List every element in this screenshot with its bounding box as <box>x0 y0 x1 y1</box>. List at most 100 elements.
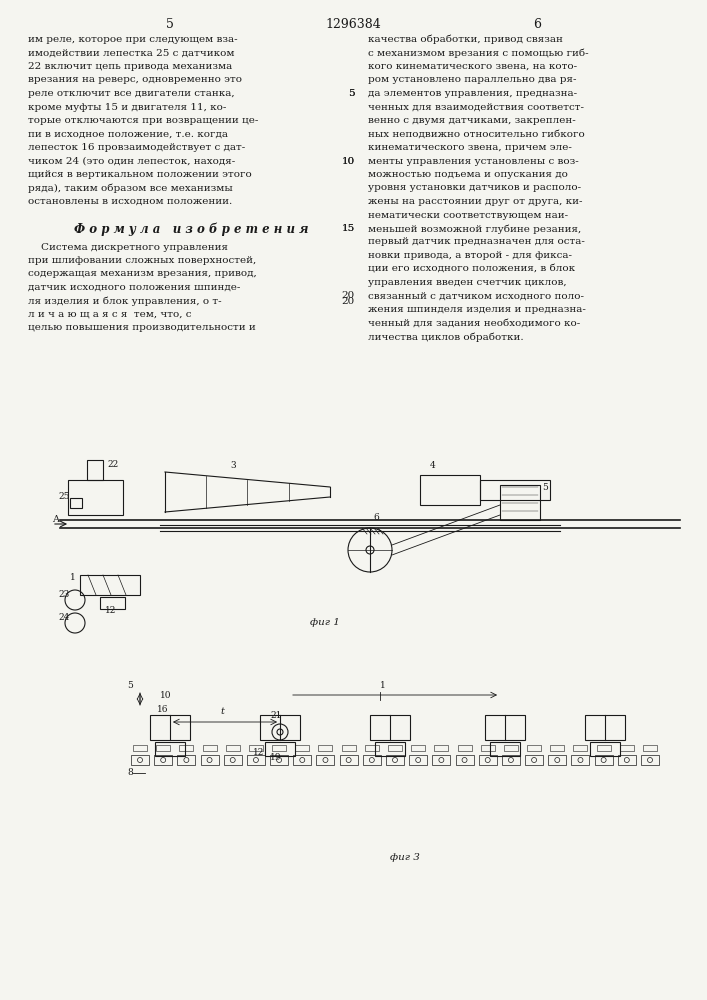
Text: фиг 3: фиг 3 <box>390 853 420 862</box>
Text: венно с двумя датчиками, закреплен-: венно с двумя датчиками, закреплен- <box>368 116 575 125</box>
Bar <box>100 597 125 609</box>
Bar <box>249 745 263 751</box>
Bar <box>479 755 497 765</box>
Text: 6: 6 <box>533 18 541 31</box>
Text: 5: 5 <box>542 483 548 492</box>
Bar <box>481 745 495 751</box>
Bar <box>420 475 480 505</box>
Bar <box>260 715 300 740</box>
Text: t: t <box>220 707 224 716</box>
Text: 1: 1 <box>70 573 76 582</box>
Text: врезания на реверс, одновременно это: врезания на реверс, одновременно это <box>28 76 242 85</box>
Text: 15: 15 <box>341 224 355 233</box>
Text: ченный для задания необходимого ко-: ченный для задания необходимого ко- <box>368 318 580 328</box>
Text: имодействии лепестка 25 с датчиком: имодействии лепестка 25 с датчиком <box>28 48 235 57</box>
Text: 10: 10 <box>160 691 172 700</box>
Bar <box>180 745 193 751</box>
Text: ряда), таким образом все механизмы: ряда), таким образом все механизмы <box>28 184 233 193</box>
Bar <box>339 755 358 765</box>
Text: Ф о р м у л а   и з о б р е т е н и я: Ф о р м у л а и з о б р е т е н и я <box>74 223 309 236</box>
Bar <box>177 755 195 765</box>
Text: жения шпинделя изделия и предназна-: жения шпинделя изделия и предназна- <box>368 305 586 314</box>
Bar <box>223 755 242 765</box>
Text: чиком 24 (это один лепесток, находя-: чиком 24 (это один лепесток, находя- <box>28 156 235 165</box>
Text: 10: 10 <box>341 156 355 165</box>
Bar <box>525 755 543 765</box>
Bar <box>527 745 541 751</box>
Text: ля изделия и блок управления, о т-: ля изделия и блок управления, о т- <box>28 296 221 306</box>
Text: ченных для взаимодействия соответст-: ченных для взаимодействия соответст- <box>368 103 584 111</box>
Text: 12: 12 <box>105 606 117 615</box>
Bar <box>341 745 356 751</box>
Text: качества обработки, привод связан: качества обработки, привод связан <box>368 35 563 44</box>
Bar <box>80 575 140 595</box>
Text: ции его исходного положения, в блок: ции его исходного положения, в блок <box>368 264 575 273</box>
Text: 6: 6 <box>373 513 379 522</box>
Text: новки привода, а второй - для фикса-: новки привода, а второй - для фикса- <box>368 251 572 260</box>
Text: кинематического звена, причем эле-: кинематического звена, причем эле- <box>368 143 572 152</box>
Text: 5: 5 <box>127 681 133 690</box>
Text: личества циклов обработки.: личества циклов обработки. <box>368 332 524 342</box>
Bar <box>155 742 185 756</box>
Bar <box>411 745 425 751</box>
Text: с механизмом врезания с помощью гиб-: с механизмом врезания с помощью гиб- <box>368 48 589 58</box>
Text: 16: 16 <box>157 705 168 714</box>
Text: A: A <box>52 515 59 524</box>
Bar <box>154 755 173 765</box>
Bar <box>226 745 240 751</box>
Bar <box>318 745 332 751</box>
Text: 5: 5 <box>349 89 355 98</box>
Bar <box>409 755 427 765</box>
Text: 19: 19 <box>270 753 281 762</box>
Text: жены на расстоянии друг от друга, ки-: жены на расстоянии друг от друга, ки- <box>368 197 583 206</box>
Bar <box>573 745 588 751</box>
Bar <box>201 755 218 765</box>
Bar <box>597 745 611 751</box>
Text: 20: 20 <box>341 292 355 300</box>
Bar <box>202 745 216 751</box>
Bar <box>485 715 525 740</box>
Bar <box>150 715 190 740</box>
Bar <box>388 745 402 751</box>
Text: меньшей возможной глубине резания,: меньшей возможной глубине резания, <box>368 224 581 233</box>
Text: пи в исходное положение, т.е. когда: пи в исходное положение, т.е. когда <box>28 129 228 138</box>
Bar <box>87 460 103 480</box>
Bar <box>68 480 123 515</box>
Text: нематически соответствующем наи-: нематически соответствующем наи- <box>368 211 568 220</box>
Text: управления введен счетчик циклов,: управления введен счетчик циклов, <box>368 278 566 287</box>
Text: ром установлено параллельно два ря-: ром установлено параллельно два ря- <box>368 76 576 85</box>
Bar <box>455 755 474 765</box>
Text: датчик исходного положения шпинде-: датчик исходного положения шпинде- <box>28 283 240 292</box>
Text: да элементов управления, предназна-: да элементов управления, предназна- <box>368 89 577 98</box>
Bar <box>156 745 170 751</box>
Bar <box>265 742 295 756</box>
Bar <box>434 745 448 751</box>
Bar <box>272 745 286 751</box>
Text: им реле, которое при следующем вза-: им реле, которое при следующем вза- <box>28 35 238 44</box>
Text: 1296384: 1296384 <box>325 18 381 31</box>
Bar <box>296 745 309 751</box>
Bar <box>270 755 288 765</box>
Text: 21: 21 <box>270 711 281 720</box>
Text: 10: 10 <box>341 156 355 165</box>
Text: остановлены в исходном положении.: остановлены в исходном положении. <box>28 197 233 206</box>
Bar <box>457 745 472 751</box>
Bar <box>585 715 625 740</box>
Bar <box>131 755 149 765</box>
Text: связанный с датчиком исходного поло-: связанный с датчиком исходного поло- <box>368 292 584 300</box>
Bar <box>618 755 636 765</box>
Bar <box>571 755 590 765</box>
Text: 20: 20 <box>341 296 355 306</box>
Text: 23: 23 <box>58 590 69 599</box>
Bar <box>386 755 404 765</box>
Text: кого кинематического звена, на кото-: кого кинематического звена, на кото- <box>368 62 577 71</box>
Text: фиг 1: фиг 1 <box>310 618 340 627</box>
Text: 22: 22 <box>107 460 118 469</box>
Text: 25: 25 <box>58 492 69 501</box>
Bar <box>375 742 405 756</box>
Bar <box>363 755 381 765</box>
Bar <box>502 755 520 765</box>
Text: 1: 1 <box>380 681 386 690</box>
Bar <box>620 745 633 751</box>
Text: ных неподвижно относительно гибкого: ных неподвижно относительно гибкого <box>368 129 585 138</box>
